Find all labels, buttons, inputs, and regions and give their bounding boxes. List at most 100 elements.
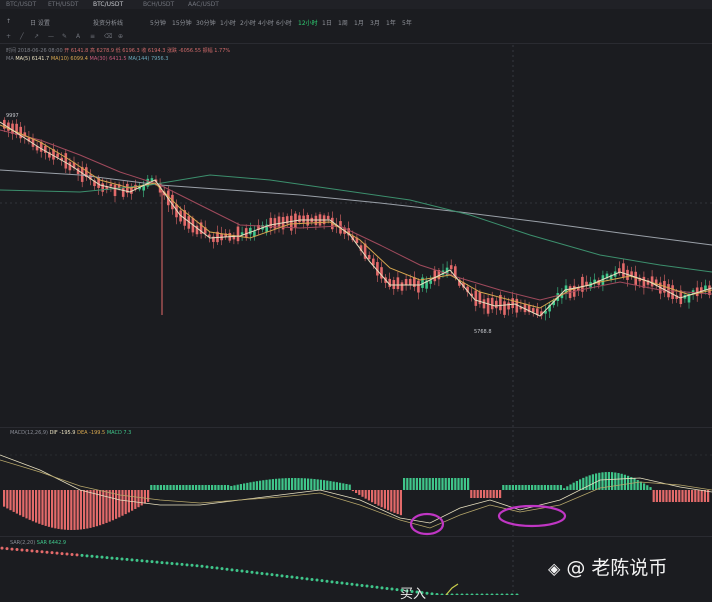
timeframe-button-active[interactable]: 12小时 [298, 20, 318, 27]
timeframe-button[interactable]: 6小时 [276, 20, 292, 27]
candle [126, 183, 129, 193]
timeframe-button[interactable]: 1小时 [220, 20, 236, 27]
timeframe-button[interactable]: 1日 [322, 20, 332, 27]
sar-label[interactable]: SAR(2,20) [10, 540, 36, 546]
sar-dot [180, 562, 184, 566]
brush-icon[interactable]: ✎ [62, 33, 68, 40]
fibonacci-icon[interactable]: ≡ [90, 33, 96, 40]
candle [363, 243, 367, 259]
timeframe-button[interactable]: 5年 [402, 20, 412, 27]
macd-bar [108, 490, 111, 522]
candle [101, 183, 104, 192]
macd-bar [515, 485, 518, 490]
macd-bar [236, 484, 239, 490]
macd-bar [150, 485, 153, 490]
candle [35, 145, 39, 151]
arrow-icon[interactable]: ↑ [6, 18, 12, 25]
sar-dot [365, 584, 369, 588]
macd-bar [38, 490, 41, 524]
candle [72, 162, 76, 169]
candle [19, 126, 22, 139]
ma-label[interactable]: MA [6, 56, 14, 62]
tab-pair[interactable]: AAC/USDT [188, 1, 219, 8]
eraser-icon[interactable]: ⌫ [104, 33, 113, 40]
sar-dot [10, 547, 14, 551]
candle [671, 285, 674, 299]
macd-bar [124, 490, 127, 515]
timeframe-button[interactable]: 15分钟 [172, 20, 192, 27]
macd-bar [409, 478, 412, 490]
sar-dot [115, 557, 119, 561]
candle [187, 216, 191, 229]
macd-bar [527, 485, 530, 490]
macd-bar [195, 485, 198, 490]
sar-dot [325, 579, 329, 583]
sar-dot [220, 567, 224, 571]
candle [89, 174, 92, 180]
timeframe-button[interactable]: 3月 [370, 20, 380, 27]
candle [146, 178, 150, 187]
tab-pair[interactable]: BCH/USDT [143, 1, 175, 8]
macd-bar [201, 485, 204, 490]
change-value: 涨跌 -6056.55 [167, 48, 202, 54]
macd-bar [175, 485, 178, 490]
candle [437, 269, 441, 280]
timeframe-button[interactable]: 2小时 [240, 20, 256, 27]
time-label: 时间 2018-06-26 08:00 [6, 48, 63, 54]
macd-bar [54, 490, 57, 529]
macd-bar [668, 490, 671, 502]
macd-bar [687, 490, 690, 502]
candle [429, 280, 432, 284]
tab-pair[interactable]: ETH/USDT [48, 1, 79, 8]
zoom-icon[interactable]: ⊕ [118, 33, 124, 40]
ray-icon[interactable]: ↗ [34, 33, 40, 40]
timeframe-button[interactable]: 1月 [354, 20, 364, 27]
candle [290, 215, 293, 231]
sar-dot [305, 577, 309, 581]
candle [367, 255, 371, 260]
sar-dot [285, 574, 289, 578]
candle [11, 123, 14, 134]
macd-bar [335, 482, 338, 490]
macd-bar [153, 485, 156, 490]
macd-label[interactable]: MACD(12,26,9) [10, 430, 48, 436]
dea-value: DEA -199.5 [77, 430, 106, 436]
horizontal-line-icon[interactable]: — [48, 33, 54, 40]
timeframe-button[interactable]: 1周 [338, 20, 348, 27]
settings-button[interactable]: 日 设置 [30, 20, 50, 27]
macd-bar [316, 479, 319, 490]
tab-pair-active[interactable]: BTC/USDT [93, 1, 124, 8]
line-icon[interactable]: ╱ [20, 33, 24, 40]
macd-bar [217, 485, 220, 490]
macd-bar [25, 490, 28, 519]
text-icon[interactable]: A [76, 33, 81, 40]
candle [253, 231, 256, 237]
sar-value: SAR 6442.9 [36, 540, 67, 546]
chart-type-select[interactable]: 投资分析线 [93, 20, 124, 27]
candle [113, 184, 117, 197]
sar-dot [0, 546, 4, 550]
sar-dot [185, 563, 189, 567]
macd-bar [131, 490, 134, 511]
timeframe-button[interactable]: 5分钟 [150, 20, 166, 27]
candle [552, 300, 555, 306]
timeframe-button[interactable]: 4小时 [258, 20, 274, 27]
sar-dot [415, 590, 419, 594]
macd-bar [99, 490, 102, 526]
candle [203, 227, 207, 234]
macd-bar [44, 490, 47, 526]
macd-bar [169, 485, 172, 490]
macd-bar [492, 490, 495, 498]
tab-pair[interactable]: BTC/USDT [6, 1, 37, 8]
macd-bar [495, 490, 498, 498]
macd-bar [707, 490, 710, 502]
timeframe-button[interactable]: 30分钟 [196, 20, 216, 27]
macd-bar [249, 482, 252, 490]
candle [425, 280, 428, 289]
timeframe-button[interactable]: 1年 [386, 20, 396, 27]
candle [560, 292, 564, 299]
sar-dot [405, 589, 409, 593]
crosshair-icon[interactable]: + [6, 33, 12, 40]
sar-dot [335, 580, 339, 584]
